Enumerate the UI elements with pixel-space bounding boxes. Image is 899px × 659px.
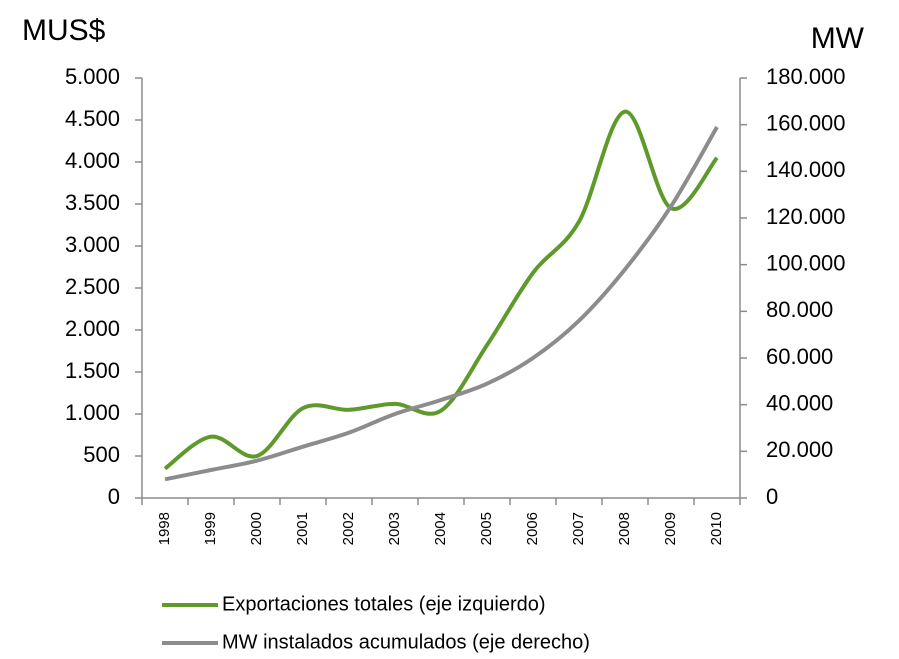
x-tick-label: 2003	[386, 512, 403, 545]
y-axis-title: MUS$	[22, 14, 106, 47]
y-tick-label: 4.000	[65, 148, 120, 173]
y-tick-label: 500	[83, 442, 120, 467]
y2-tick-label: 20.000	[766, 437, 833, 462]
x-tick-label: 2005	[478, 512, 495, 545]
y-tick-label: 3.500	[65, 190, 120, 215]
legend-label: Exportaciones totales (eje izquierdo)	[222, 593, 546, 615]
y-tick-label: 1.500	[65, 358, 120, 383]
x-tick-label: 2008	[616, 512, 633, 545]
y-tick-label: 2.500	[65, 274, 120, 299]
legend-label: MW instalados acumulados (eje derecho)	[222, 631, 590, 653]
x-tick-label: 2004	[432, 512, 449, 545]
x-tick-label: 1998	[156, 512, 173, 545]
y2-axis-title: MW	[811, 22, 865, 55]
x-tick-label: 2006	[524, 512, 541, 545]
y2-tick-label: 120.000	[766, 204, 846, 229]
x-tick-label: 2007	[570, 512, 587, 545]
series-line	[163, 109, 719, 471]
x-tick-label: 2001	[294, 512, 311, 545]
series-line	[164, 125, 719, 482]
y2-tick-label: 140.000	[766, 157, 846, 182]
y-tick-label: 3.000	[65, 232, 120, 257]
y2-tick-label: 80.000	[766, 297, 833, 322]
x-tick-label: 2000	[248, 512, 265, 545]
y-tick-label: 4.500	[65, 106, 120, 131]
y2-tick-label: 0	[766, 484, 778, 509]
y-tick-label: 0	[108, 484, 120, 509]
x-tick-label: 2002	[340, 512, 357, 545]
y2-tick-label: 100.000	[766, 250, 846, 275]
y2-tick-label: 60.000	[766, 344, 833, 369]
x-tick-label: 1999	[202, 512, 219, 545]
y-tick-label: 1.000	[65, 400, 120, 425]
y2-tick-label: 180.000	[766, 64, 846, 89]
y-tick-label: 2.000	[65, 316, 120, 341]
x-tick-label: 2009	[662, 512, 679, 545]
y2-tick-label: 40.000	[766, 390, 833, 415]
y2-tick-label: 160.000	[766, 110, 846, 135]
x-tick-label: 2010	[708, 512, 725, 545]
y-tick-label: 5.000	[65, 64, 120, 89]
